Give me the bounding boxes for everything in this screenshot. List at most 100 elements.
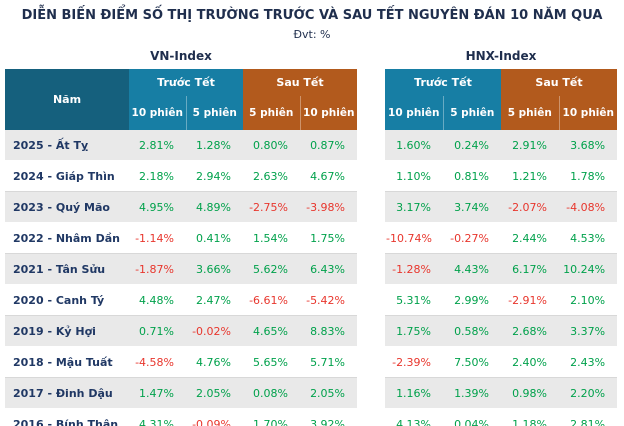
value-cell: 4.95% bbox=[129, 191, 186, 224]
year-cell: 2016 - Bính Thân bbox=[5, 408, 129, 426]
value-cell: -10.74% bbox=[385, 222, 444, 255]
value-cell: 2.99% bbox=[443, 284, 502, 317]
value-cell: 1.28% bbox=[186, 130, 243, 162]
value-cell: 1.75% bbox=[385, 315, 444, 348]
table-row: 2018 - Mậu Tuất -4.58% 4.76% 5.65% 5.71% bbox=[5, 346, 358, 379]
table-row: 2017 - Đinh Dậu 1.47% 2.05% 0.08% 2.05% bbox=[5, 377, 358, 410]
vn-before-tet-header: Trước Tết bbox=[129, 69, 243, 97]
value-cell: 2.81% bbox=[559, 408, 618, 426]
table-row: 3.17% 3.74% -2.07% -4.08% bbox=[385, 191, 618, 224]
table-row: 1.60% 0.24% 2.91% 3.68% bbox=[385, 130, 618, 162]
value-cell: 10.24% bbox=[559, 253, 618, 286]
value-cell: 1.18% bbox=[501, 408, 560, 426]
table-row: -2.39% 7.50% 2.40% 2.43% bbox=[385, 346, 618, 379]
hnx-after-tet-header: Sau Tết bbox=[501, 69, 618, 97]
year-cell: 2022 - Nhâm Dần bbox=[5, 222, 129, 255]
value-cell: 4.43% bbox=[443, 253, 502, 286]
value-cell: 3.37% bbox=[559, 315, 618, 348]
value-cell: 0.98% bbox=[501, 377, 560, 410]
value-cell: 0.87% bbox=[300, 130, 358, 162]
vn-before-10-sessions-header: 10 phiên bbox=[129, 96, 186, 131]
table-row: 2021 - Tân Sửu -1.87% 3.66% 5.62% 6.43% bbox=[5, 253, 358, 286]
value-cell: 2.18% bbox=[129, 160, 186, 193]
value-cell: -5.42% bbox=[300, 284, 358, 317]
hnx-after-5-sessions-header: 5 phiên bbox=[501, 96, 560, 131]
table-row: 5.31% 2.99% -2.91% 2.10% bbox=[385, 284, 618, 317]
value-cell: -2.91% bbox=[501, 284, 560, 317]
table-row: -10.74% -0.27% 2.44% 4.53% bbox=[385, 222, 618, 255]
year-cell: 2019 - Kỷ Hợi bbox=[5, 315, 129, 348]
table-row: 2022 - Nhâm Dần -1.14% 0.41% 1.54% 1.75% bbox=[5, 222, 358, 255]
vn-after-10-sessions-header: 10 phiên bbox=[299, 96, 358, 131]
year-cell: 2020 - Canh Tý bbox=[5, 284, 129, 317]
value-cell: 1.10% bbox=[385, 160, 444, 193]
value-cell: -1.28% bbox=[385, 253, 444, 286]
table-row: 2024 - Giáp Thìn 2.18% 2.94% 2.63% 4.67% bbox=[5, 160, 358, 193]
value-cell: 6.17% bbox=[501, 253, 560, 286]
value-cell: 4.31% bbox=[129, 408, 186, 426]
value-cell: 3.74% bbox=[443, 191, 502, 224]
value-cell: 4.65% bbox=[243, 315, 300, 348]
hnx-index-table: Trước Tết Sau Tết 10 phiên 5 phiên 5 phi… bbox=[385, 69, 618, 426]
table-row: 1.75% 0.58% 2.68% 3.37% bbox=[385, 315, 618, 348]
value-cell: 1.54% bbox=[243, 222, 300, 255]
year-cell: 2024 - Giáp Thìn bbox=[5, 160, 129, 193]
value-cell: 2.94% bbox=[186, 160, 243, 193]
value-cell: -0.27% bbox=[443, 222, 502, 255]
table-row: 2025 - Ất Tỵ 2.81% 1.28% 0.80% 0.87% bbox=[5, 130, 358, 162]
year-cell: 2018 - Mậu Tuất bbox=[5, 346, 129, 379]
year-cell: 2023 - Quý Mão bbox=[5, 191, 129, 224]
vn-after-5-sessions-header: 5 phiên bbox=[243, 96, 300, 131]
value-cell: 3.68% bbox=[559, 130, 618, 162]
vn-before-5-sessions-header: 5 phiên bbox=[185, 96, 243, 131]
value-cell: 0.08% bbox=[243, 377, 300, 410]
value-cell: 2.91% bbox=[501, 130, 560, 162]
table-row: 1.16% 1.39% 0.98% 2.20% bbox=[385, 377, 618, 410]
value-cell: 0.04% bbox=[443, 408, 502, 426]
table-row: 2020 - Canh Tý 4.48% 2.47% -6.61% -5.42% bbox=[5, 284, 358, 317]
table-row: 4.13% 0.04% 1.18% 2.81% bbox=[385, 408, 618, 426]
table-row: 2019 - Kỷ Hợi 0.71% -0.02% 4.65% 8.83% bbox=[5, 315, 358, 348]
value-cell: 2.10% bbox=[559, 284, 618, 317]
hnx-index-label: HNX-Index bbox=[465, 49, 537, 64]
value-cell: 4.13% bbox=[385, 408, 444, 426]
value-cell: -3.98% bbox=[300, 191, 358, 224]
value-cell: -6.61% bbox=[243, 284, 300, 317]
unit-label: Đvt: % bbox=[293, 28, 331, 42]
value-cell: 2.68% bbox=[501, 315, 560, 348]
value-cell: 4.89% bbox=[186, 191, 243, 224]
value-cell: 6.43% bbox=[300, 253, 358, 286]
value-cell: -4.08% bbox=[559, 191, 618, 224]
year-column-header: Năm bbox=[5, 69, 129, 131]
year-cell: 2025 - Ất Tỵ bbox=[5, 130, 129, 162]
value-cell: 2.40% bbox=[501, 346, 560, 379]
value-cell: 1.70% bbox=[243, 408, 300, 426]
value-cell: 3.66% bbox=[186, 253, 243, 286]
value-cell: 2.20% bbox=[559, 377, 618, 410]
value-cell: 3.92% bbox=[300, 408, 358, 426]
value-cell: -0.09% bbox=[186, 408, 243, 426]
value-cell: 1.39% bbox=[443, 377, 502, 410]
value-cell: 7.50% bbox=[443, 346, 502, 379]
value-cell: -1.14% bbox=[129, 222, 186, 255]
value-cell: 0.58% bbox=[443, 315, 502, 348]
hnx-before-10-sessions-header: 10 phiên bbox=[385, 96, 444, 131]
value-cell: 2.47% bbox=[186, 284, 243, 317]
table-row: 1.10% 0.81% 1.21% 1.78% bbox=[385, 160, 618, 193]
value-cell: 0.71% bbox=[129, 315, 186, 348]
hnx-before-tet-header: Trước Tết bbox=[385, 69, 502, 97]
value-cell: -1.87% bbox=[129, 253, 186, 286]
value-cell: 5.31% bbox=[385, 284, 444, 317]
value-cell: 1.60% bbox=[385, 130, 444, 162]
table-row: 2016 - Bính Thân 4.31% -0.09% 1.70% 3.92% bbox=[5, 408, 358, 426]
value-cell: 1.75% bbox=[300, 222, 358, 255]
value-cell: 5.65% bbox=[243, 346, 300, 379]
value-cell: 0.24% bbox=[443, 130, 502, 162]
value-cell: 2.43% bbox=[559, 346, 618, 379]
vn-index-table: Năm Trước Tết Sau Tết 10 phiên 5 phiên 5… bbox=[5, 69, 358, 426]
value-cell: -4.58% bbox=[129, 346, 186, 379]
value-cell: -2.75% bbox=[243, 191, 300, 224]
value-cell: 2.63% bbox=[243, 160, 300, 193]
hnx-after-10-sessions-header: 10 phiên bbox=[558, 96, 618, 131]
